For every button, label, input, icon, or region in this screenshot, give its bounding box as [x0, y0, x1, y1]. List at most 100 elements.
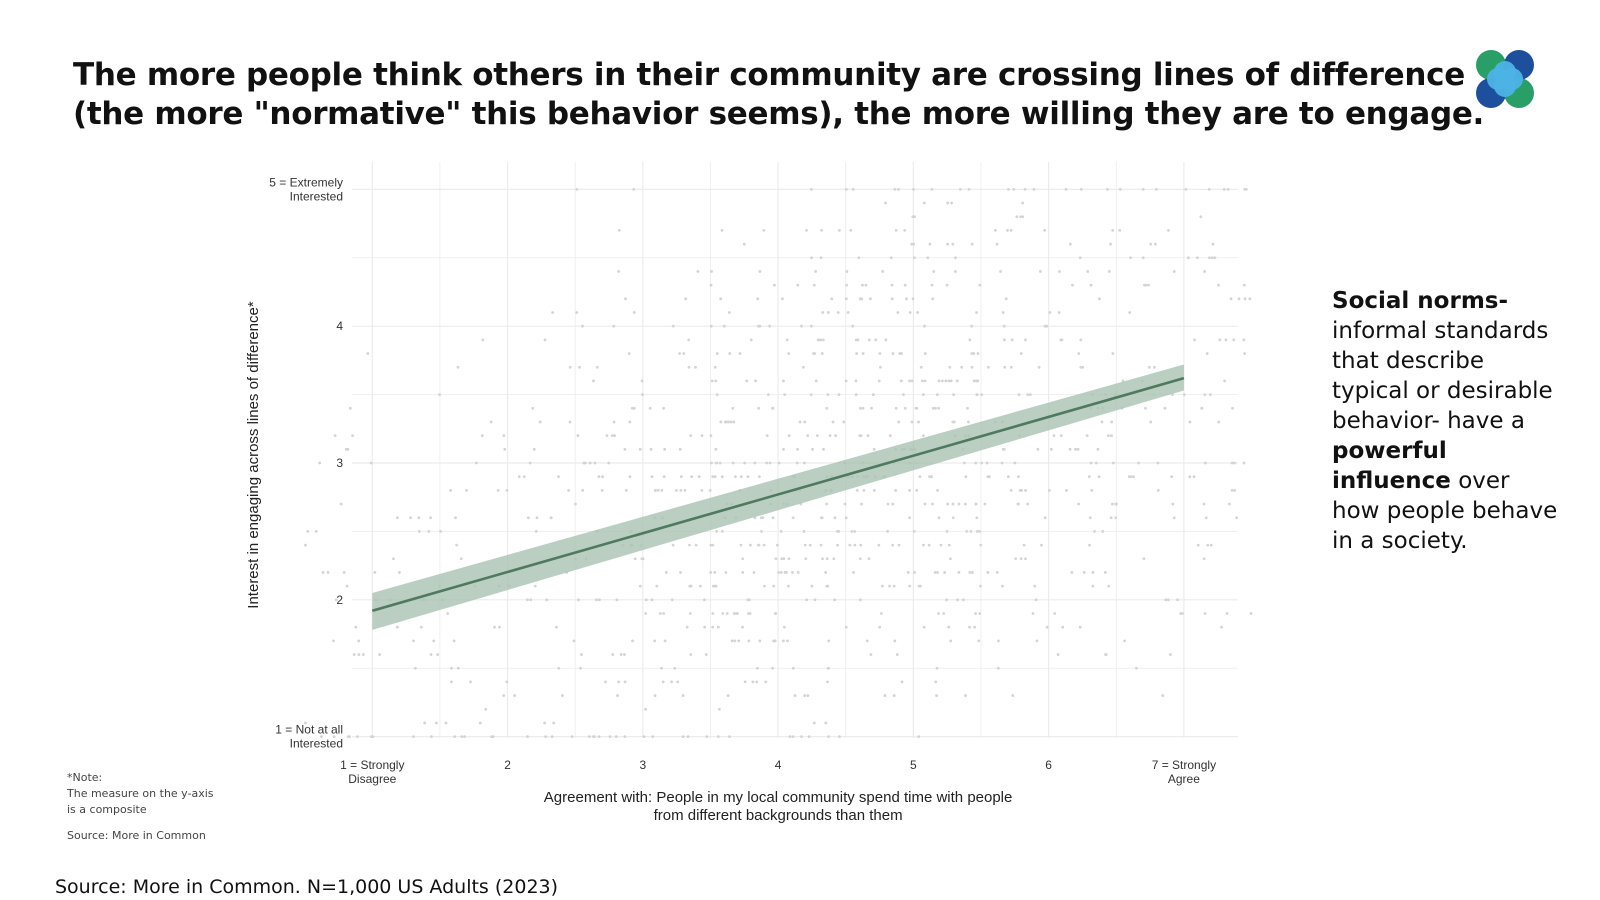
scatter-point: [739, 475, 743, 479]
scatter-point: [935, 393, 939, 396]
scatter-point: [598, 598, 601, 602]
scatter-point: [423, 721, 427, 725]
scatter-point: [653, 639, 657, 643]
scatter-point: [694, 365, 697, 369]
scatter-point: [1156, 488, 1160, 492]
scatter-point: [777, 571, 780, 574]
scatter-point: [469, 680, 472, 684]
scatter-point: [1098, 297, 1101, 301]
scatter-point: [930, 283, 934, 287]
scatter-point: [345, 584, 349, 588]
scatter-point: [803, 543, 807, 547]
scatter-point: [930, 475, 933, 479]
scatter-point: [713, 475, 717, 479]
scatter-point: [503, 447, 507, 451]
scatter-point: [319, 735, 323, 739]
scatter-point: [908, 488, 912, 492]
scatter-point: [1036, 447, 1040, 451]
scatter-point: [686, 735, 690, 739]
scatter-point: [1188, 420, 1192, 424]
confidence-band: [372, 364, 1184, 630]
scatter-point: [1154, 187, 1158, 191]
scatter-point: [774, 557, 778, 561]
scatter-point: [1003, 338, 1006, 342]
x-tick-label-line: 7 = Strongly: [1152, 758, 1216, 772]
scatter-point: [916, 311, 919, 314]
scatter-point: [689, 584, 693, 588]
scatter-point: [858, 598, 862, 602]
scatter-point: [884, 201, 887, 205]
scatter-point: [845, 283, 848, 287]
scatter-point: [678, 352, 682, 355]
scatter-point: [1111, 461, 1115, 465]
scatter-point: [971, 571, 974, 574]
scatter-point: [888, 584, 892, 588]
scatter-point: [1110, 502, 1114, 506]
scatter-point: [810, 256, 814, 260]
scatter-point: [1135, 666, 1138, 670]
scatter-point: [641, 393, 644, 396]
scatter-point: [715, 352, 719, 355]
scatter-point: [671, 324, 675, 328]
scatter-point: [1107, 584, 1111, 588]
scatter-point: [917, 420, 920, 424]
scatter-point: [1077, 502, 1081, 506]
scatter-point: [608, 735, 612, 739]
scatter-point: [851, 187, 855, 191]
scatter-point: [937, 516, 941, 520]
scatter-point: [923, 502, 927, 506]
scatter-point: [1002, 324, 1006, 328]
scatter-point: [1091, 571, 1095, 574]
scatter-point: [837, 229, 841, 232]
scatter-point: [1242, 283, 1246, 287]
scatter-point: [463, 735, 466, 739]
scatter-point: [1243, 297, 1247, 301]
x-tick-label-line: Agree: [1168, 772, 1200, 786]
scatter-point: [785, 571, 788, 574]
scatter-point: [592, 735, 596, 739]
scatter-point: [950, 201, 954, 205]
scatter-point: [774, 612, 778, 615]
scatter-point: [429, 653, 433, 656]
scatter-point: [920, 379, 924, 383]
scatter-point: [1009, 488, 1013, 492]
scatter-point: [1220, 625, 1223, 629]
note-source: Source: More in Common: [67, 829, 206, 842]
scatter-point: [866, 434, 870, 438]
scatter-point: [690, 475, 694, 479]
scatter-point: [578, 365, 581, 369]
scatter-point: [1071, 283, 1074, 287]
scatter-point: [918, 584, 922, 588]
scatter-point: [318, 461, 322, 465]
scatter-point: [517, 475, 521, 479]
scatter-point: [951, 502, 955, 506]
scatter-point: [1004, 297, 1008, 301]
scatter-point: [480, 434, 484, 438]
scatter-point: [746, 475, 750, 479]
scatter-point: [716, 625, 720, 629]
scatter-point: [417, 516, 421, 520]
scatter-point: [1026, 393, 1030, 396]
scatter-point: [306, 530, 310, 533]
scatter-point: [1152, 365, 1156, 369]
scatter-point: [979, 584, 982, 588]
scatter-point: [670, 680, 673, 684]
scatter-point: [1230, 488, 1234, 492]
scatter-point: [1077, 352, 1081, 355]
scatter-point: [1111, 229, 1115, 232]
scatter-point: [1079, 187, 1083, 191]
scatter-point: [854, 379, 858, 383]
scatter-point: [613, 434, 616, 438]
scatter-point: [1248, 297, 1252, 301]
scatter-point: [894, 406, 898, 410]
scatter-point: [819, 543, 823, 547]
scatter-point: [976, 352, 980, 355]
scatter-point: [809, 187, 813, 191]
scatter-point: [895, 653, 899, 656]
scatter-point: [930, 187, 934, 191]
scatter-point: [1045, 324, 1049, 328]
scatter-point: [844, 297, 848, 301]
scatter-point: [1037, 365, 1041, 369]
scatter-point: [478, 721, 482, 725]
scatter-point: [896, 311, 900, 314]
